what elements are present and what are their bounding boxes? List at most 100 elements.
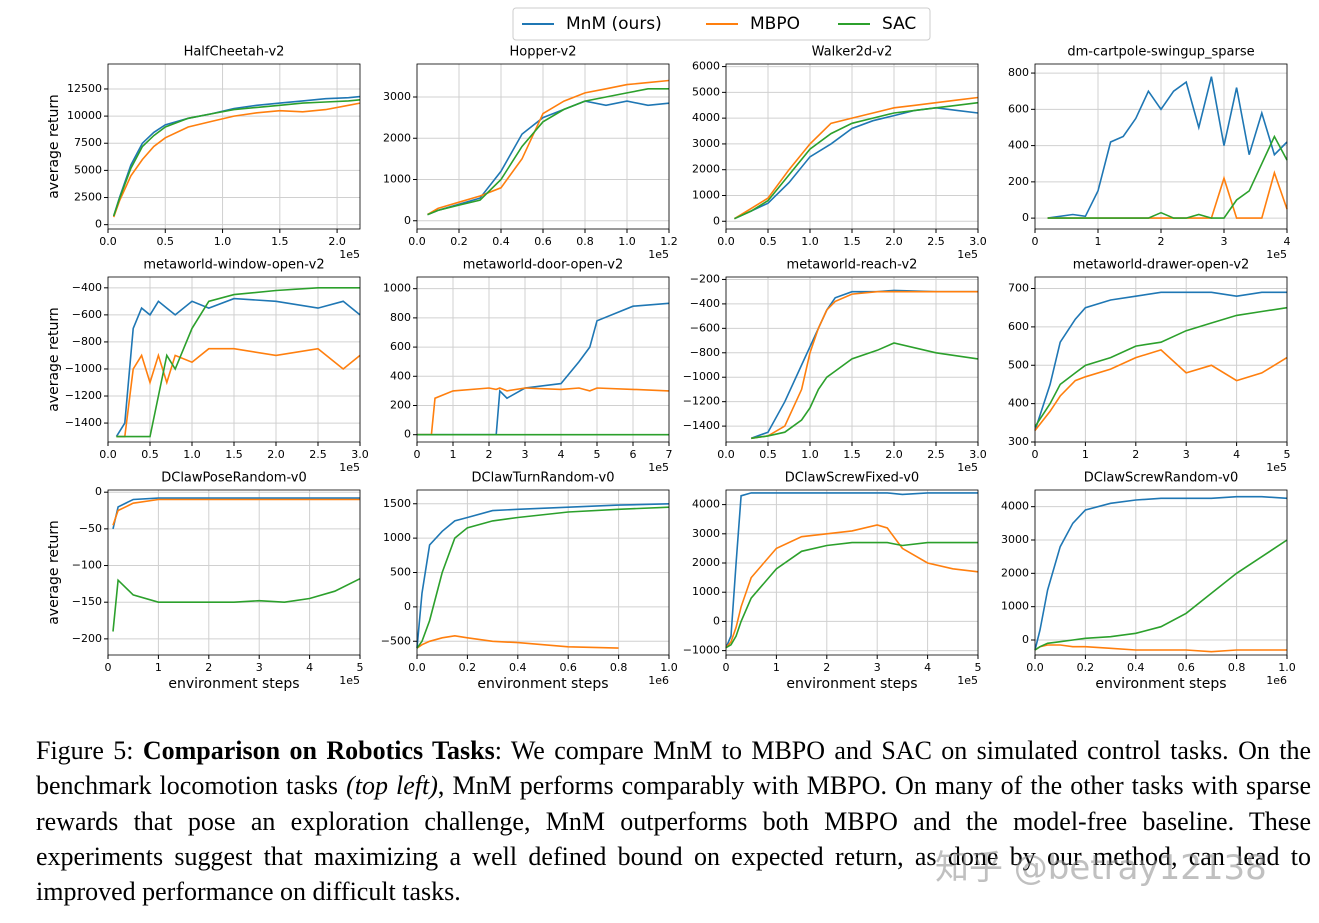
caption-run: Figure 5: — [36, 736, 143, 765]
series-line — [725, 524, 979, 649]
y-tick-label: 300 — [1008, 435, 1029, 448]
x-tick-label: 0.0 — [99, 448, 117, 461]
y-tick-label: 0 — [404, 428, 411, 441]
y-tick-label: 500 — [390, 566, 411, 579]
x-axis-label: environment steps — [168, 676, 299, 692]
x-tick-label: 0.5 — [759, 448, 777, 461]
y-tick-label: 4000 — [692, 498, 720, 511]
y-tick-label: 3000 — [692, 527, 720, 540]
x-tick-label: 0.5 — [141, 448, 159, 461]
y-tick-label: −50 — [79, 522, 102, 535]
series-line — [416, 506, 670, 649]
y-tick-label: 3000 — [383, 90, 411, 103]
y-tick-label: 0 — [1022, 211, 1029, 224]
y-tick-label: 2500 — [74, 191, 102, 204]
x-tick-label: 0 — [414, 448, 421, 461]
x-tick-label: 0.4 — [1127, 661, 1145, 674]
x-tick-label: 2.0 — [885, 235, 903, 248]
x-offset-label: 1e5 — [648, 248, 669, 261]
caption-run: , MnM performs comparably with MBPO. On … — [36, 771, 1311, 907]
x-tick-label: 2 — [486, 448, 493, 461]
y-tick-label: 0 — [404, 600, 411, 613]
legend-label: SAC — [882, 14, 916, 34]
x-offset-label: 1e5 — [648, 461, 669, 474]
x-tick-label: 1 — [450, 448, 457, 461]
series-line — [417, 387, 670, 436]
x-tick-label: 5 — [1284, 448, 1291, 461]
plot-frame — [107, 489, 361, 656]
x-tick-label: 0.6 — [1177, 661, 1195, 674]
x-tick-label: 3 — [874, 661, 881, 674]
x-tick-label: 0.0 — [717, 235, 735, 248]
y-tick-label: 5000 — [692, 85, 720, 98]
x-offset-label: 1e5 — [957, 461, 978, 474]
plot-frame — [725, 63, 979, 230]
x-tick-label: 0.4 — [492, 235, 510, 248]
x-tick-label: 4 — [306, 661, 313, 674]
x-offset-label: 1e6 — [1266, 674, 1287, 687]
x-tick-label: 4 — [1233, 448, 1240, 461]
plot-frame — [725, 489, 979, 656]
y-axis-label: average return — [46, 94, 62, 199]
x-tick-label: 1 — [1095, 235, 1102, 248]
y-tick-label: −1400 — [683, 419, 720, 432]
series-line — [427, 79, 670, 216]
chart-title: DClawScrewRandom-v0 — [1084, 471, 1239, 486]
series-line — [112, 497, 360, 530]
y-tick-label: 3000 — [1001, 533, 1029, 546]
y-tick-label: 5000 — [74, 163, 102, 176]
x-tick-label: 1.0 — [214, 235, 232, 248]
x-tick-label: 0.0 — [99, 235, 117, 248]
y-tick-label: −1200 — [65, 389, 102, 402]
plot-frame — [416, 276, 670, 443]
x-tick-label: 1.0 — [183, 448, 201, 461]
x-tick-label: 0.0 — [408, 235, 426, 248]
x-tick-label: 1.5 — [843, 448, 861, 461]
y-axis-label: average return — [46, 520, 62, 625]
x-tick-label: 5 — [594, 448, 601, 461]
caption-run: : We compare MnM to MBPO and SAC on simu… — [36, 736, 1311, 801]
x-tick-label: 1 — [1082, 448, 1089, 461]
y-tick-label: 0 — [404, 214, 411, 227]
chart-title: DClawTurnRandom-v0 — [472, 471, 615, 486]
x-tick-label: 0.4 — [509, 661, 527, 674]
series-line — [1034, 349, 1288, 431]
x-tick-label: 0.0 — [1026, 661, 1044, 674]
series-line — [751, 290, 978, 440]
y-tick-label: 1000 — [383, 282, 411, 295]
y-tick-label: 500 — [1008, 358, 1029, 371]
x-tick-label: 2.5 — [309, 448, 327, 461]
x-tick-label: 0.2 — [459, 661, 477, 674]
x-tick-label: 1.0 — [1278, 661, 1296, 674]
x-tick-label: 1 — [773, 661, 780, 674]
x-tick-label: 1.5 — [271, 235, 289, 248]
y-tick-label: 400 — [1008, 397, 1029, 410]
y-tick-label: 700 — [1008, 282, 1029, 295]
x-tick-label: 0.2 — [1077, 661, 1095, 674]
x-tick-label: 2 — [1132, 448, 1139, 461]
x-tick-label: 0.0 — [717, 448, 735, 461]
y-tick-label: 1000 — [383, 173, 411, 186]
series-line — [751, 342, 979, 440]
plot-frame — [725, 276, 979, 443]
y-tick-label: −100 — [72, 559, 102, 572]
chart-title: metaworld-window-open-v2 — [143, 258, 324, 273]
series-line — [112, 498, 360, 526]
x-tick-label: 1.0 — [801, 235, 819, 248]
y-tick-label: 2000 — [383, 131, 411, 144]
chart-title: Hopper-v2 — [509, 45, 576, 60]
series-line — [725, 541, 978, 649]
x-offset-label: 1e5 — [1266, 248, 1287, 261]
y-tick-label: 400 — [390, 369, 411, 382]
x-tick-label: 4 — [558, 448, 565, 461]
x-tick-label: 2.5 — [927, 235, 945, 248]
x-tick-label: 3.0 — [969, 235, 987, 248]
series-line — [416, 634, 619, 649]
x-tick-label: 6 — [630, 448, 637, 461]
x-tick-label: 5 — [975, 661, 982, 674]
y-tick-label: −1000 — [683, 370, 720, 383]
x-tick-label: 3.0 — [351, 448, 369, 461]
x-tick-label: 0.6 — [559, 661, 577, 674]
series-line — [1034, 495, 1288, 651]
